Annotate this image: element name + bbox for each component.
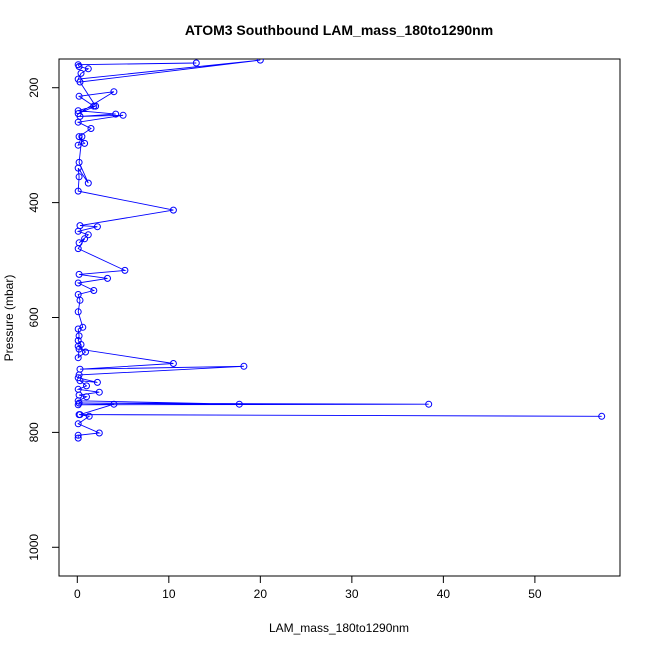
data-point: [81, 139, 89, 147]
data-point: [74, 279, 82, 287]
data-point: [95, 429, 103, 437]
data-point: [104, 274, 111, 282]
data-point: [75, 345, 83, 353]
data-point: [85, 412, 93, 420]
data-point: [93, 223, 101, 231]
series-line: [76, 59, 602, 439]
plot-frame: [58, 58, 621, 577]
data-point: [75, 173, 83, 181]
y-tick-label: 200: [27, 77, 41, 97]
data-point: [83, 382, 90, 390]
data-point: [240, 362, 248, 370]
x-tick-label: 10: [162, 587, 176, 601]
data-point: [169, 360, 177, 367]
data-point: [112, 110, 120, 118]
data-point: [95, 388, 103, 396]
data-point: [169, 206, 177, 214]
data-point: [77, 69, 85, 77]
data-point: [93, 378, 101, 386]
data-point: [74, 245, 82, 253]
data-point: [75, 332, 83, 340]
data-point: [79, 323, 87, 331]
data-point: [74, 164, 82, 172]
data-point: [74, 434, 82, 442]
data-point: [75, 63, 83, 70]
data-point: [76, 377, 84, 385]
data-point: [81, 235, 89, 243]
data-point: [74, 141, 82, 149]
data-point: [84, 231, 92, 239]
y-tick-label: 800: [27, 422, 41, 442]
data-point: [235, 400, 243, 408]
data-point: [75, 411, 83, 419]
x-tick-label: 0: [74, 587, 81, 601]
x-tick-label: 50: [528, 587, 542, 601]
data-point: [84, 65, 92, 73]
data-point: [110, 400, 118, 408]
data-point: [74, 354, 82, 362]
data-point: [74, 342, 82, 350]
data-point: [78, 133, 86, 141]
series-layer: [74, 59, 606, 442]
data-point: [598, 412, 606, 420]
x-tick-label: 40: [437, 587, 451, 601]
data-point: [256, 59, 264, 64]
chart-title: ATOM3 Southbound LAM_mass_180to1290nm: [185, 22, 493, 38]
data-point: [87, 125, 95, 132]
data-point: [74, 401, 82, 409]
data-point: [74, 325, 82, 333]
y-tick-label: 1000: [27, 534, 41, 561]
data-point: [82, 348, 89, 356]
x-tick-label: 30: [345, 587, 359, 601]
y-tick-label: 600: [27, 307, 41, 327]
data-point: [75, 92, 83, 100]
data-point: [74, 308, 82, 316]
data-point: [74, 118, 82, 126]
data-point: [76, 78, 84, 86]
data-point: [84, 179, 92, 187]
data-point: [76, 296, 84, 304]
data-point: [192, 59, 200, 67]
x-axis: 0 10 20 30 40 50: [74, 575, 542, 601]
data-point: [83, 393, 90, 401]
data-point: [75, 270, 83, 278]
data-point: [74, 431, 82, 439]
data-point: [425, 400, 433, 408]
data-point: [74, 187, 82, 195]
y-axis-label: Pressure (mbar): [2, 275, 16, 362]
data-point: [119, 111, 127, 119]
data-point: [90, 102, 98, 110]
x-axis-label: LAM_mass_180to1290nm: [269, 621, 409, 635]
data-point: [110, 88, 118, 96]
y-tick-label: 400: [27, 192, 41, 212]
x-tick-label: 20: [254, 587, 268, 601]
data-point: [74, 420, 82, 428]
data-point: [121, 266, 129, 274]
data-point: [75, 133, 83, 141]
y-axis: 200 400 600 800 1000: [27, 77, 60, 561]
data-point: [74, 227, 82, 235]
data-point: [90, 287, 98, 294]
